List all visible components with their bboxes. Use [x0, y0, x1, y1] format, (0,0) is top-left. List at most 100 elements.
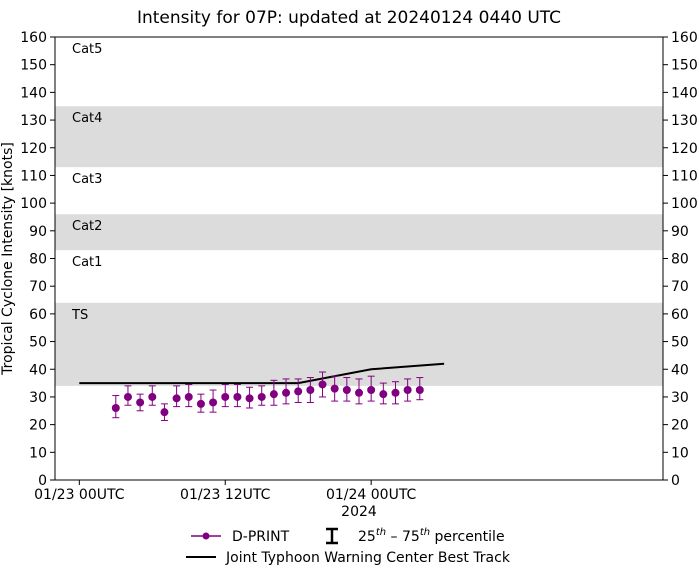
x-tick-label: 01/23 12UTC	[180, 487, 271, 503]
x-tick-label: 01/24 00UTC	[326, 487, 417, 503]
y-axis-right: 0 10 20 30 40 50 60 70 80 90 100 110 120 130 140 150 160	[663, 30, 698, 489]
dprint-marker	[379, 390, 388, 399]
y-axis-label: Tropical Cyclone Intensity [knots]	[0, 142, 16, 376]
dprint-point	[148, 385, 157, 406]
y-tick-label-left: 110	[20, 168, 47, 184]
y-tick-label-left: 50	[29, 335, 47, 351]
dprint-marker	[415, 386, 424, 395]
dprint-point	[355, 378, 363, 405]
dprint-point	[136, 393, 145, 412]
y-tick-label-left: 20	[29, 418, 47, 434]
y-tick-label-left: 30	[29, 390, 47, 406]
y-tick-label-left: 100	[20, 196, 47, 212]
dprint-point	[111, 395, 120, 419]
legend-dprint-marker	[202, 532, 210, 540]
dprint-point	[245, 386, 254, 409]
y-tick-label-right: 30	[671, 390, 689, 406]
dprint-marker	[355, 388, 363, 397]
y-tick-label-right: 130	[671, 113, 698, 129]
y-tick-label-left: 130	[20, 113, 47, 129]
y-tick-label-left: 40	[29, 362, 47, 378]
y-tick-label-left: 10	[29, 445, 47, 461]
dprint-marker	[184, 392, 193, 401]
y-tick-label-left: 90	[29, 224, 47, 240]
category-band-labels: TS Cat1 Cat2 Cat3 Cat4 Cat5	[71, 42, 102, 323]
dprint-point	[160, 403, 169, 421]
y-tick-label-left: 80	[29, 252, 47, 268]
dprint-marker	[282, 388, 291, 397]
dprint-point	[306, 377, 315, 403]
dprint-point	[367, 375, 376, 402]
band-label-cat4: Cat4	[72, 111, 102, 126]
legend: D-PRINT 25th – 75th percentile Joint Typ…	[186, 527, 511, 566]
y-tick-label-right: 80	[671, 252, 689, 268]
legend-percentile-word: percentile	[430, 529, 504, 545]
legend-percentile-base2: 75	[402, 529, 420, 545]
legend-percentile-base1: 25	[358, 529, 376, 545]
dprint-point	[415, 377, 424, 401]
legend-percentile-icon	[326, 527, 338, 545]
dprint-marker	[233, 392, 242, 401]
legend-percentile-sup2: th	[420, 527, 430, 538]
y-tick-label-right: 50	[671, 335, 689, 351]
band-label-cat3: Cat3	[72, 172, 102, 187]
y-tick-label-right: 160	[671, 30, 698, 46]
dprint-marker	[330, 384, 339, 393]
plot-frame	[54, 36, 664, 481]
dprint-point	[282, 378, 291, 405]
dprint-point	[172, 385, 181, 408]
dprint-point	[269, 379, 278, 406]
y-tick-label-left: 0	[38, 473, 47, 489]
legend-percentile-sup1: th	[376, 527, 386, 538]
dprint-marker	[342, 386, 351, 395]
dprint-marker	[111, 404, 120, 413]
x-axis-label: 2024	[341, 504, 377, 520]
dprint-marker	[209, 398, 218, 407]
dprint-point	[257, 385, 266, 406]
dprint-marker	[318, 380, 327, 389]
y-tick-label-right: 90	[671, 224, 689, 240]
dprint-marker	[269, 390, 278, 399]
band-label-ts: TS	[71, 308, 88, 323]
y-tick-label-left: 60	[29, 307, 47, 323]
legend-percentile-label: 25th – 75th percentile	[358, 527, 505, 545]
dprint-marker	[148, 392, 157, 401]
dprint-point	[221, 383, 230, 408]
y-tick-label-left: 150	[20, 58, 47, 74]
dprint-point	[196, 393, 205, 413]
y-tick-label-left: 160	[20, 30, 47, 46]
dprint-marker	[160, 408, 169, 417]
dprint-marker	[123, 392, 132, 401]
dprint-marker	[221, 392, 230, 401]
x-tick-label: 01/23 00UTC	[34, 487, 125, 503]
dprint-point	[330, 375, 339, 402]
y-axis-left: 0 10 20 30 40 50 60 70 80 90 100 110 120 130 140 150 160	[20, 30, 55, 489]
y-tick-label-right: 120	[671, 141, 698, 157]
y-tick-label-left: 120	[20, 141, 47, 157]
y-tick-label-left: 70	[29, 279, 47, 295]
chart-title: Intensity for 07P: updated at 20240124 0…	[137, 8, 561, 28]
dprint-point	[379, 382, 388, 405]
dprint-point	[233, 383, 242, 408]
dprint-marker	[403, 386, 412, 395]
band-cat2	[55, 214, 663, 251]
y-tick-label-right: 70	[671, 279, 689, 295]
legend-dprint-label: D-PRINT	[232, 529, 290, 545]
dprint-point	[391, 381, 400, 405]
dprint-point	[123, 385, 132, 406]
y-tick-label-right: 110	[671, 168, 698, 184]
dprint-point	[318, 371, 327, 398]
dprint-point	[209, 389, 218, 413]
dprint-marker	[245, 394, 254, 403]
dprint-marker	[136, 398, 145, 407]
legend-jtwc-label: Joint Typhoon Warning Center Best Track	[225, 550, 511, 566]
y-tick-label-right: 60	[671, 307, 689, 323]
y-tick-label-left: 140	[20, 85, 47, 101]
dprint-marker	[172, 394, 181, 403]
category-bands	[55, 106, 663, 386]
y-tick-label-right: 40	[671, 362, 689, 378]
dprint-marker	[391, 388, 400, 397]
dprint-marker	[257, 392, 266, 401]
y-tick-label-right: 10	[671, 445, 689, 461]
